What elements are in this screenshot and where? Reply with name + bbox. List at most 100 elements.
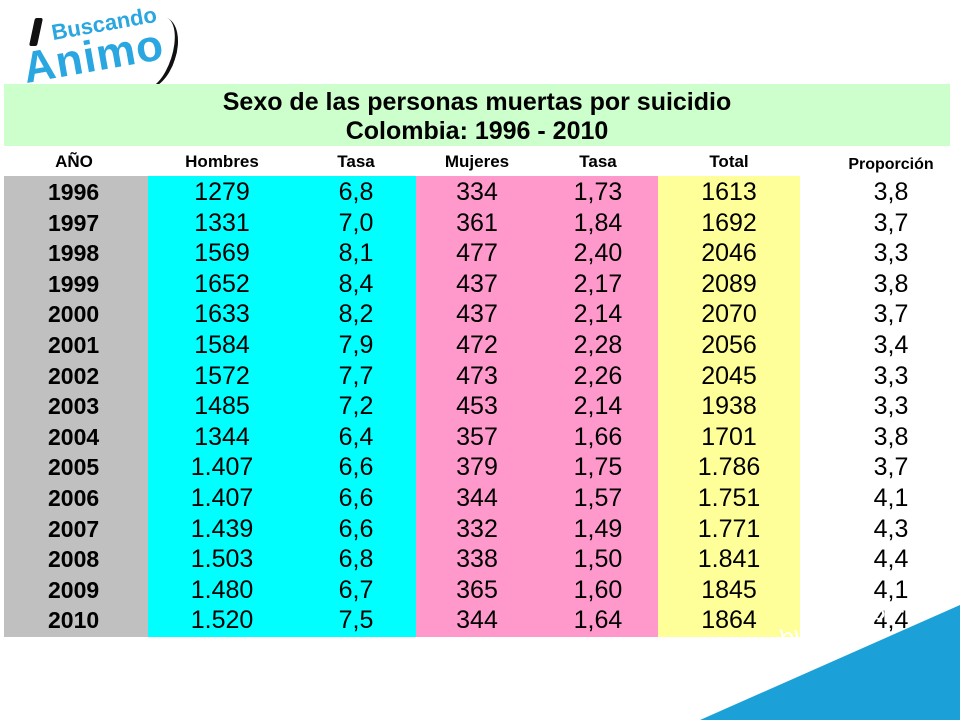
cell-year: 2009 bbox=[48, 576, 100, 603]
cell-ratio: 4,1 bbox=[873, 575, 909, 604]
cell-men: 1569 bbox=[194, 239, 250, 268]
cell-women-rate: 1,60 bbox=[573, 575, 623, 604]
page-title: Sexo de las personas muertas por suicidi… bbox=[222, 88, 732, 116]
cell-men: 1633 bbox=[194, 300, 250, 329]
cell-women: 357 bbox=[456, 422, 498, 451]
cell-men-rate: 8,2 bbox=[338, 300, 374, 329]
cell-women-rate: 2,26 bbox=[573, 361, 623, 390]
header-men-rate: Tasa bbox=[337, 152, 375, 171]
cell-total: 2089 bbox=[701, 269, 757, 298]
cell-women-rate: 1,64 bbox=[573, 606, 623, 635]
cell-men: 1652 bbox=[194, 269, 250, 298]
cell-year: 2008 bbox=[48, 546, 100, 573]
cell-men: 1.407 bbox=[190, 484, 254, 512]
cell-men-rate: 6,8 bbox=[338, 178, 374, 206]
women-columns-bg bbox=[416, 176, 658, 637]
cell-women-rate: 2,28 bbox=[573, 331, 623, 359]
cell-women-rate: 1,50 bbox=[573, 545, 623, 574]
table-row: 2010 1.520 7,5 344 1,64 1864 4,4 bbox=[0, 605, 960, 635]
table-row: 2006 1.407 6,6 344 1,57 1.751 4,1 bbox=[0, 483, 960, 513]
cell-women-rate: 1,73 bbox=[573, 178, 623, 206]
cell-men: 1.407 bbox=[190, 453, 254, 482]
cell-men-rate: 6,6 bbox=[338, 514, 374, 543]
cell-ratio: 3,8 bbox=[873, 422, 909, 451]
cell-women: 477 bbox=[456, 239, 498, 268]
cell-women: 379 bbox=[456, 453, 498, 482]
men-columns-bg bbox=[148, 176, 416, 637]
cell-men: 1344 bbox=[194, 422, 250, 451]
cell-men: 1.480 bbox=[190, 575, 254, 604]
cell-women-rate: 1,66 bbox=[573, 422, 623, 451]
cell-year: 1998 bbox=[48, 240, 100, 267]
cell-women-rate: 1,49 bbox=[573, 514, 623, 543]
cell-women-rate: 1,57 bbox=[573, 484, 623, 512]
cell-ratio: 3,7 bbox=[873, 208, 909, 237]
table-row: 2001 1584 7,9 472 2,28 2056 3,4 bbox=[0, 330, 960, 360]
total-column-bg bbox=[658, 176, 800, 637]
cell-women-rate: 1,84 bbox=[573, 208, 623, 237]
cell-men: 1331 bbox=[194, 208, 250, 237]
cell-ratio: 4,1 bbox=[873, 484, 909, 512]
cell-ratio: 3,8 bbox=[873, 269, 909, 298]
cell-men-rate: 6,6 bbox=[338, 453, 374, 482]
cell-year: 2000 bbox=[48, 301, 100, 328]
cell-total: 2045 bbox=[701, 361, 757, 390]
cell-total: 2070 bbox=[701, 300, 757, 329]
cell-men-rate: 6,4 bbox=[338, 422, 374, 451]
cell-men-rate: 7,5 bbox=[338, 606, 374, 635]
cell-total: 2046 bbox=[701, 239, 757, 268]
cell-women: 344 bbox=[456, 484, 498, 512]
cell-ratio: 4,4 bbox=[873, 606, 909, 635]
table-row: 2005 1.407 6,6 379 1,75 1.786 3,7 bbox=[0, 452, 960, 482]
cell-ratio: 3,4 bbox=[873, 331, 909, 359]
table-row: 1996 1279 6,8 334 1,73 1613 3,8 bbox=[0, 177, 960, 207]
cell-total: 1613 bbox=[701, 178, 757, 206]
cell-women: 472 bbox=[456, 331, 498, 359]
cell-total: 1938 bbox=[701, 392, 757, 421]
cell-women-rate: 2,14 bbox=[573, 300, 623, 329]
cell-ratio: 3,3 bbox=[873, 239, 909, 268]
cell-men: 1584 bbox=[194, 331, 250, 359]
cell-ratio: 3,7 bbox=[873, 300, 909, 329]
cell-women: 473 bbox=[456, 361, 498, 390]
table-row: 2003 1485 7,2 453 2,14 1938 3,3 bbox=[0, 391, 960, 421]
cell-ratio: 3,7 bbox=[873, 453, 909, 482]
brand-logo: Buscando Animo bbox=[14, 2, 187, 95]
header-women-rate: Tasa bbox=[579, 152, 617, 171]
cell-men-rate: 8,1 bbox=[338, 239, 374, 268]
header-total: Total bbox=[709, 152, 749, 171]
cell-year: 2005 bbox=[48, 454, 100, 481]
cell-year: 1999 bbox=[48, 270, 100, 297]
header-year: AÑO bbox=[55, 152, 93, 171]
cell-year: 2006 bbox=[48, 485, 100, 511]
cell-ratio: 3,8 bbox=[873, 178, 909, 206]
cell-men: 1572 bbox=[194, 361, 250, 390]
cell-men-rate: 6,6 bbox=[338, 484, 374, 512]
cell-women-rate: 2,14 bbox=[573, 392, 623, 421]
cell-women: 332 bbox=[456, 514, 498, 543]
cell-men-rate: 7,0 bbox=[338, 208, 374, 237]
page-subtitle: Colombia: 1996 - 2010 bbox=[345, 117, 609, 145]
title-band: Sexo de las personas muertas por suicidi… bbox=[4, 84, 950, 146]
cell-year: 2001 bbox=[48, 332, 100, 358]
cell-men-rate: 7,9 bbox=[338, 331, 374, 359]
cell-women: 365 bbox=[456, 575, 498, 604]
cell-women: 344 bbox=[456, 606, 498, 635]
cell-year: 2002 bbox=[48, 362, 100, 389]
cell-men: 1279 bbox=[194, 178, 250, 206]
cell-women-rate: 2,40 bbox=[573, 239, 623, 268]
cell-year: 1997 bbox=[48, 209, 100, 236]
cell-year: 2007 bbox=[48, 515, 100, 542]
cell-ratio: 4,4 bbox=[873, 545, 909, 574]
cell-men: 1.503 bbox=[190, 545, 254, 574]
cell-men-rate: 7,2 bbox=[338, 392, 374, 421]
cell-women: 437 bbox=[456, 300, 498, 329]
cell-total: 2056 bbox=[701, 331, 757, 359]
cell-men: 1.520 bbox=[190, 606, 254, 635]
year-column-bg bbox=[4, 176, 148, 637]
cell-women: 453 bbox=[456, 392, 498, 421]
cell-ratio: 3,3 bbox=[873, 361, 909, 390]
cell-total: 1701 bbox=[701, 422, 757, 451]
cell-total: 1864 bbox=[701, 606, 757, 635]
cell-women: 437 bbox=[456, 269, 498, 298]
